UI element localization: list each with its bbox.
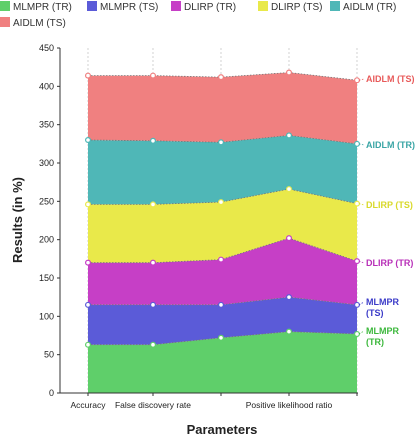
data-point xyxy=(354,258,361,265)
legend-swatch xyxy=(0,17,10,27)
end-label-connector xyxy=(358,203,365,206)
data-point xyxy=(354,301,361,308)
data-point xyxy=(84,137,91,144)
data-point xyxy=(286,235,293,242)
y-tick-label: 0 xyxy=(49,388,54,398)
data-point xyxy=(150,201,157,208)
data-point xyxy=(218,301,225,308)
end-label-connector xyxy=(358,260,365,264)
end-label-connector xyxy=(358,330,365,335)
x-tick-label: Accuracy xyxy=(71,400,107,410)
data-point xyxy=(286,132,293,139)
end-label-connector xyxy=(358,143,365,146)
data-point xyxy=(354,140,361,147)
end-label-connector xyxy=(358,78,365,81)
data-point xyxy=(150,72,157,79)
data-point xyxy=(354,77,361,84)
y-tick-label: 300 xyxy=(39,158,54,168)
y-axis-title: Results (in %) xyxy=(10,177,25,263)
area-band-4 xyxy=(88,135,357,205)
y-tick-label: 400 xyxy=(39,81,54,91)
x-tick-label: False discovery rate xyxy=(115,400,191,410)
series-end-label: DLIRP (TR) xyxy=(366,258,413,268)
data-point xyxy=(150,301,157,308)
data-point xyxy=(150,259,157,266)
y-tick-label: 450 xyxy=(39,43,54,53)
data-point xyxy=(84,201,91,208)
data-point xyxy=(218,199,225,206)
legend-label: DLIRP (TS) xyxy=(271,2,323,13)
series-end-label: MLMPR xyxy=(366,297,399,307)
series-end-label: (TR) xyxy=(366,337,384,347)
data-point xyxy=(218,74,225,81)
area-band-1 xyxy=(88,297,357,345)
y-tick-label: 250 xyxy=(39,196,54,206)
legend-swatch xyxy=(330,1,340,11)
legend-swatch xyxy=(171,1,181,11)
data-point xyxy=(218,334,225,341)
area-band-3 xyxy=(88,189,357,263)
area-band-0 xyxy=(88,331,357,393)
series-end-label: AIDLM (TS) xyxy=(366,74,415,84)
data-point xyxy=(286,294,293,301)
series-end-label: AIDLM (TR) xyxy=(366,140,415,150)
legend-label: AIDLM (TS) xyxy=(13,18,66,29)
data-point xyxy=(84,72,91,79)
legend-label: MLMPR (TR) xyxy=(13,2,72,13)
data-point xyxy=(84,301,91,308)
area-band-2 xyxy=(88,238,357,305)
data-point xyxy=(218,139,225,146)
data-point xyxy=(84,341,91,348)
y-tick-label: 100 xyxy=(39,311,54,321)
data-point xyxy=(84,259,91,266)
legend-swatch xyxy=(87,1,97,11)
series-end-label: (TS) xyxy=(366,308,384,318)
y-tick-label: 50 xyxy=(44,350,54,360)
data-point xyxy=(286,186,293,193)
legend-swatch xyxy=(258,1,268,11)
data-point xyxy=(286,69,293,76)
area-band-5 xyxy=(88,72,357,144)
end-label-connector xyxy=(358,301,365,306)
data-point xyxy=(150,137,157,144)
legend-label: AIDLM (TR) xyxy=(343,2,396,13)
y-tick-label: 200 xyxy=(39,235,54,245)
y-tick-label: 150 xyxy=(39,273,54,283)
x-axis-title: Parameters xyxy=(187,422,258,435)
data-point xyxy=(286,328,293,335)
y-tick-label: 350 xyxy=(39,120,54,130)
legend-swatch xyxy=(0,1,10,11)
legend-label: MLMPR (TS) xyxy=(100,2,158,13)
data-point xyxy=(150,341,157,348)
series-end-label: DLIRP (TS) xyxy=(366,200,413,210)
data-point xyxy=(354,330,361,337)
legend-label: DLIRP (TR) xyxy=(184,2,236,13)
data-point xyxy=(218,256,225,263)
series-end-label: MLMPR xyxy=(366,326,399,336)
x-tick-label: Positive likelihood ratio xyxy=(246,400,333,410)
data-point xyxy=(354,200,361,207)
